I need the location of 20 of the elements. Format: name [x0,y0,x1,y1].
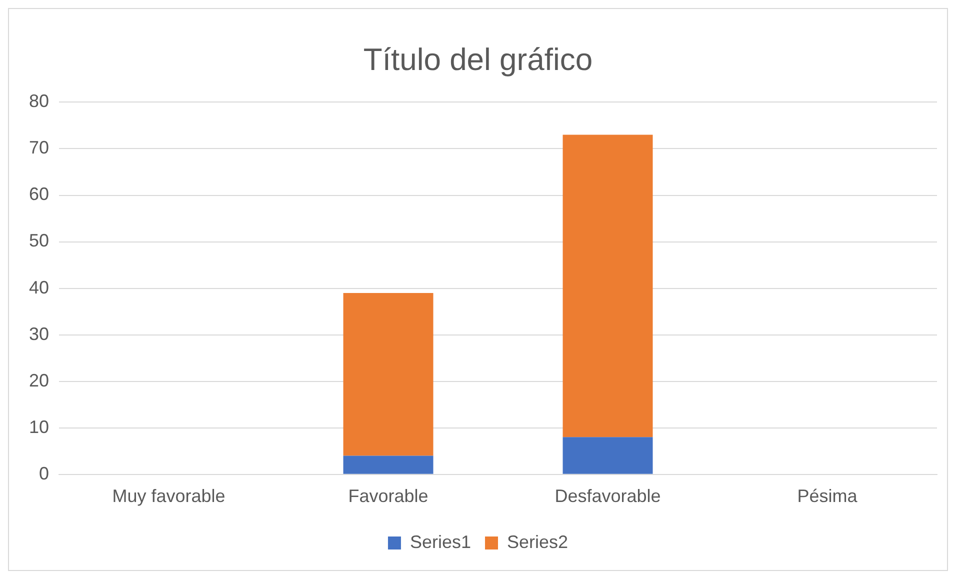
y-tick-label: 10 [28,416,50,437]
x-tick-label: Muy favorable [112,486,226,506]
y-tick-label: 20 [28,370,50,390]
y-tick-label: 50 [28,230,50,251]
x-tick-label: Pésima [797,486,858,506]
x-tick-label: Favorable [348,486,428,506]
bar [343,456,434,474]
y-tick-label: 70 [28,138,50,158]
x-tick-label: Desfavorable [554,486,661,506]
y-tick-label: 80 [28,91,50,112]
legend-label: Series2 [507,532,568,552]
bar [562,134,653,438]
legend-label: Series1 [410,532,471,552]
bar [562,437,653,474]
y-tick-label: 40 [28,277,50,298]
y-tick-label: 0 [39,463,50,484]
y-tick-label: 60 [28,184,50,204]
bar [343,292,434,456]
y-tick-label: 30 [28,324,50,344]
chart-title: Título del gráfico [363,42,593,78]
